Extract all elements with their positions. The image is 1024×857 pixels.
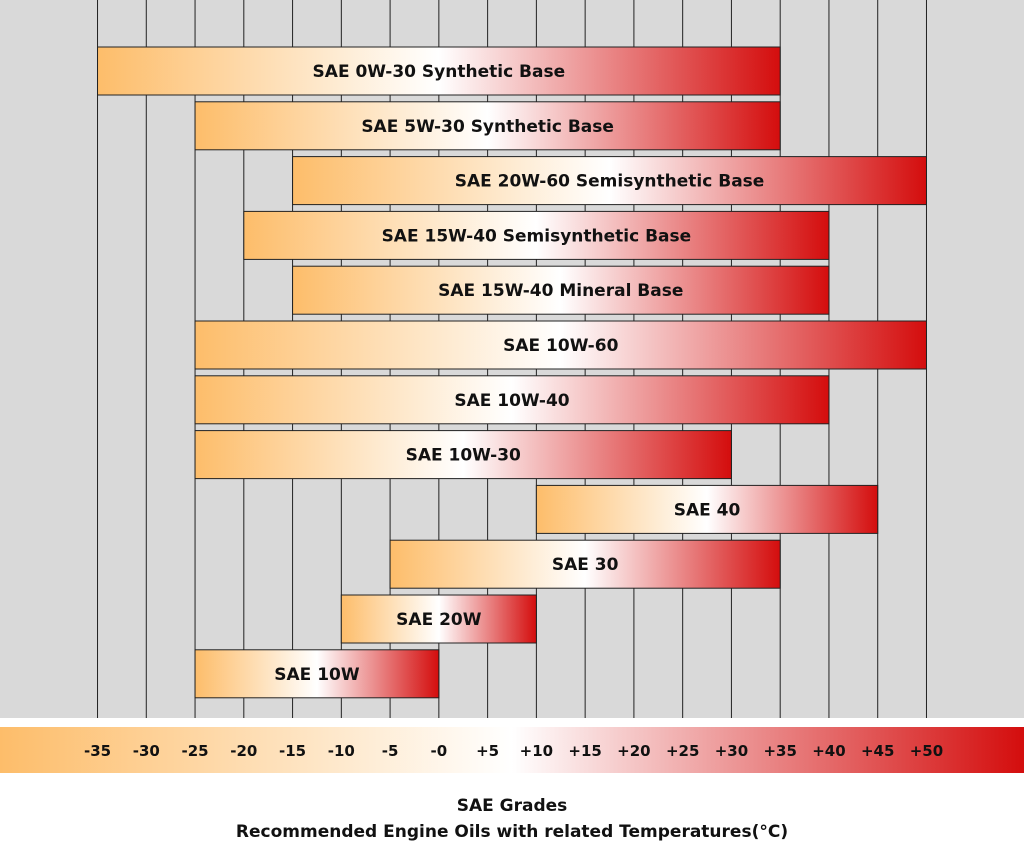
bar-label: SAE 40 <box>674 500 741 520</box>
x-tick-label: +15 <box>568 742 601 760</box>
bar <box>194 101 781 151</box>
x-tick-label: -25 <box>181 742 208 760</box>
x-tick-label: -15 <box>279 742 306 760</box>
x-tick-label: -0 <box>431 742 448 760</box>
bar-label: SAE 15W-40 Mineral Base <box>438 281 683 301</box>
bar <box>97 46 781 96</box>
bar-row: SAE 20W-60 Semisynthetic Base <box>292 156 927 206</box>
chart-title: SAE Grades <box>456 796 568 816</box>
bar-label: SAE 10W <box>274 665 360 685</box>
x-tick-label: +30 <box>715 742 748 760</box>
bar-row: SAE 40 <box>535 484 879 534</box>
x-tick-label: +35 <box>763 742 796 760</box>
x-tick-label: +45 <box>861 742 894 760</box>
x-tick-label: -10 <box>328 742 355 760</box>
x-tick-label: +5 <box>476 742 499 760</box>
bar-label: SAE 30 <box>552 555 619 575</box>
bar-label: SAE 15W-40 Semisynthetic Base <box>382 226 692 246</box>
bar <box>292 265 830 315</box>
bar <box>389 539 781 589</box>
x-tick-label: -30 <box>133 742 160 760</box>
bar-row: SAE 15W-40 Semisynthetic Base <box>243 210 830 260</box>
bar-row: SAE 10W-40 <box>194 375 830 425</box>
x-tick-label: +10 <box>520 742 553 760</box>
axis-gradient-strip <box>0 727 1024 773</box>
bar-label: SAE 10W-40 <box>454 391 569 411</box>
bar <box>194 320 927 370</box>
bars: SAE 0W-30 Synthetic Base SAE 5W-30 Synthe… <box>97 46 927 699</box>
bar-row: SAE 15W-40 Mineral Base <box>292 265 830 315</box>
bar-label: SAE 20W <box>396 610 482 630</box>
x-tick-label: +20 <box>617 742 650 760</box>
x-tick-label: -20 <box>230 742 257 760</box>
bar-label: SAE 20W-60 Semisynthetic Base <box>455 172 765 192</box>
x-tick-label: +50 <box>910 742 943 760</box>
bar-row: SAE 0W-30 Synthetic Base <box>97 46 781 96</box>
bar-label: SAE 10W-30 <box>406 446 521 466</box>
bar-row: SAE 30 <box>389 539 781 589</box>
bar <box>535 484 879 534</box>
bar-row: SAE 10W-30 <box>194 430 732 480</box>
bar-row: SAE 10W-60 <box>194 320 927 370</box>
bar-label: SAE 5W-30 Synthetic Base <box>361 117 614 137</box>
bar <box>292 156 927 206</box>
chart-subtitle: Recommended Engine Oils with related Tem… <box>235 822 789 842</box>
x-tick-label: +25 <box>666 742 699 760</box>
bar <box>194 430 732 480</box>
bar-row: SAE 20W <box>340 594 537 644</box>
x-tick-label: +40 <box>812 742 845 760</box>
x-tick-label: -35 <box>84 742 111 760</box>
bar-row: SAE 5W-30 Synthetic Base <box>194 101 781 151</box>
bar <box>194 649 440 699</box>
bar-label: SAE 0W-30 Synthetic Base <box>313 62 566 82</box>
x-tick-label: -5 <box>382 742 399 760</box>
bar <box>194 375 830 425</box>
bar <box>340 594 537 644</box>
bar <box>243 210 830 260</box>
chart: SAE 0W-30 Synthetic Base SAE 5W-30 Synthe… <box>0 0 1024 773</box>
temperature-axis: -35 -30 -25 -20 -15 -10 -5 -0 +5 +10 +15 +20 +25 +30 +… <box>0 727 1024 773</box>
bar-label: SAE 10W-60 <box>503 336 618 356</box>
bar-row: SAE 10W <box>194 649 440 699</box>
